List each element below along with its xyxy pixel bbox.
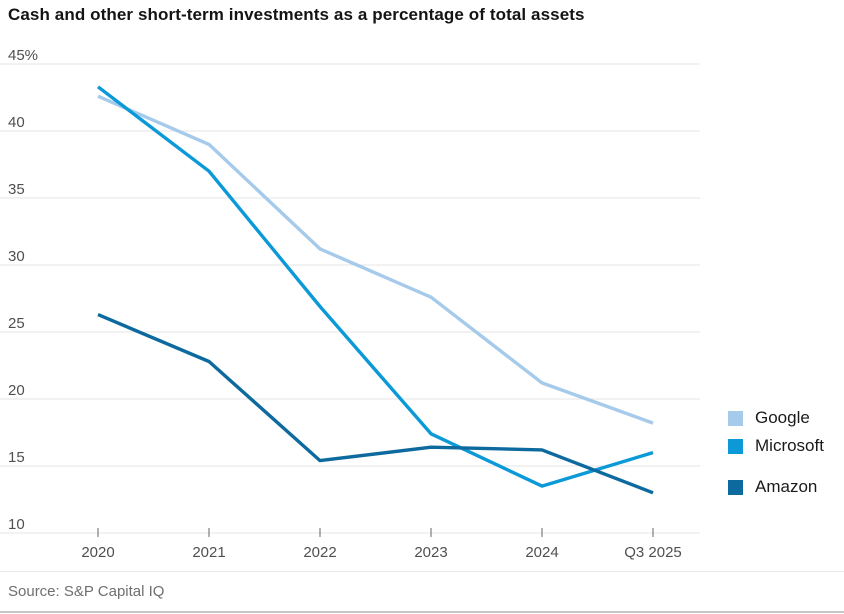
x-axis-label: 2020 (81, 544, 114, 561)
y-axis-label: 30 (8, 248, 25, 265)
legend-label: Microsoft (755, 436, 824, 455)
legend-item-google: Google (728, 408, 810, 428)
bottom-rule (0, 611, 844, 613)
legend-item-amazon: Amazon (728, 477, 817, 497)
x-axis-label: Q3 2025 (624, 544, 682, 561)
y-axis-label: 35 (8, 181, 25, 198)
x-axis-label: 2022 (303, 544, 336, 561)
line-chart: 10 15 20 25 30 35 40 45% 2020 2021 2022 2023 2024 Q3 … (0, 47, 700, 561)
y-axis-label: 40 (8, 114, 25, 131)
legend-swatch-google (728, 410, 743, 426)
series-line-microsoft (96, 85, 654, 488)
series-line-amazon (97, 313, 654, 495)
source-credit: Source: S&P Capital IQ (8, 583, 165, 600)
legend-swatch-amazon (728, 479, 743, 495)
chart-title: Cash and other short-term investments as… (8, 5, 585, 24)
y-axis-label: 20 (8, 382, 25, 399)
series-line-google (97, 94, 654, 425)
legend-label: Amazon (755, 477, 818, 496)
x-axis-label: 2023 (414, 544, 447, 561)
x-axis-label: 2021 (192, 544, 225, 561)
y-axis-label: 10 (8, 516, 25, 533)
y-axis-label: 15 (8, 449, 25, 466)
y-axis-label: 25 (8, 315, 25, 332)
x-axis-label: 2024 (525, 544, 558, 561)
legend-item-microsoft: Microsoft (728, 436, 824, 456)
legend-swatch-microsoft (728, 438, 743, 454)
source-divider (0, 571, 844, 572)
y-axis-label: 45% (8, 47, 38, 64)
legend-label: Google (755, 408, 810, 427)
